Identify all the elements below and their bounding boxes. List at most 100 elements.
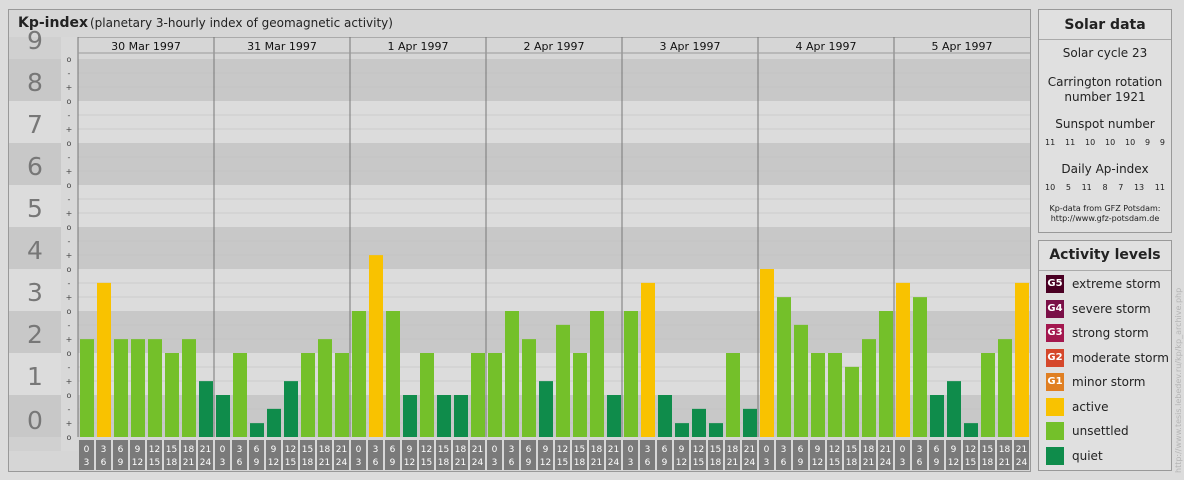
kp-bar bbox=[828, 353, 842, 437]
y-band-label-bg bbox=[9, 101, 61, 143]
sunspot-value: 9 bbox=[1145, 138, 1151, 147]
hour-start-label: 21 bbox=[472, 445, 483, 455]
hour-box bbox=[147, 440, 162, 470]
kp-bar bbox=[692, 408, 706, 437]
hour-box bbox=[606, 440, 621, 470]
legend-label: strong storm bbox=[1072, 326, 1149, 340]
hour-end-label: 9 bbox=[254, 458, 260, 468]
hour-start-label: 0 bbox=[356, 445, 362, 455]
hour-end-label: 12 bbox=[676, 458, 687, 468]
hour-box bbox=[997, 440, 1012, 470]
legend-swatch: G4 bbox=[1046, 299, 1064, 318]
minor-tick-label: o bbox=[67, 139, 72, 148]
hour-end-label: 3 bbox=[492, 458, 498, 468]
kp-bar bbox=[709, 423, 723, 437]
minor-tick-label: - bbox=[68, 153, 71, 162]
hour-box bbox=[436, 440, 451, 470]
hour-start-label: 3 bbox=[101, 445, 107, 455]
hour-start-label: 18 bbox=[591, 445, 603, 455]
hour-end-label: 15 bbox=[285, 458, 296, 468]
source-line-1: Kp-data from GFZ Potsdam: bbox=[1049, 204, 1161, 213]
hour-box bbox=[487, 440, 502, 470]
minor-tick-label: - bbox=[68, 405, 71, 414]
hour-start-label: 18 bbox=[863, 445, 875, 455]
hour-box bbox=[640, 440, 655, 470]
minor-tick-label: - bbox=[68, 195, 71, 204]
y-band-label-bg bbox=[9, 269, 61, 311]
hour-end-label: 9 bbox=[390, 458, 396, 468]
minor-tick-label: - bbox=[68, 69, 71, 78]
sunspot-value: 10 bbox=[1125, 138, 1136, 147]
minor-tick-label: - bbox=[68, 279, 71, 288]
hour-start-label: 12 bbox=[693, 445, 704, 455]
hour-box bbox=[657, 440, 672, 470]
minor-tick-label: + bbox=[66, 335, 73, 344]
hour-box bbox=[555, 440, 570, 470]
minor-tick-label: - bbox=[68, 363, 71, 372]
solar-cycle: Solar cycle 23 bbox=[1062, 46, 1148, 60]
activity-levels-panel: Activity levels G5 extreme storm G4 severe … bbox=[1038, 240, 1172, 471]
hour-start-label: 18 bbox=[183, 445, 195, 455]
kp-bar bbox=[335, 353, 349, 437]
hour-end-label: 15 bbox=[149, 458, 160, 468]
sunspot-value: 9 bbox=[1159, 138, 1165, 147]
hour-end-label: 18 bbox=[438, 458, 450, 468]
kp-bar bbox=[539, 381, 553, 437]
hour-end-label: 3 bbox=[84, 458, 90, 468]
y-tick-label: 0 bbox=[27, 406, 43, 435]
hour-end-label: 9 bbox=[118, 458, 124, 468]
hour-end-label: 18 bbox=[166, 458, 178, 468]
hour-start-label: 6 bbox=[254, 445, 260, 455]
hour-end-label: 21 bbox=[319, 458, 330, 468]
hour-end-label: 18 bbox=[710, 458, 722, 468]
kp-bar bbox=[250, 423, 264, 437]
hour-box bbox=[453, 440, 468, 470]
y-band-label-bg bbox=[9, 185, 61, 227]
legend-label: moderate storm bbox=[1072, 350, 1169, 365]
hour-start-label: 15 bbox=[302, 445, 313, 455]
day-label: 5 Apr 1997 bbox=[931, 40, 992, 53]
ap-value: 8 bbox=[1102, 183, 1108, 192]
minor-tick-label: o bbox=[67, 97, 72, 106]
hour-start-label: 15 bbox=[166, 445, 177, 455]
hour-box bbox=[1014, 440, 1029, 470]
hour-box bbox=[198, 440, 213, 470]
hour-end-label: 3 bbox=[628, 458, 634, 468]
y-tick-label: 1 bbox=[27, 362, 43, 391]
day-label: 1 Apr 1997 bbox=[387, 40, 448, 53]
hour-start-label: 0 bbox=[900, 445, 906, 455]
day-label: 3 Apr 1997 bbox=[659, 40, 720, 53]
minor-tick-label: o bbox=[67, 181, 72, 190]
ap-value: 11 bbox=[1154, 183, 1165, 192]
sunspot-value: 10 bbox=[1105, 138, 1116, 147]
kp-bar bbox=[981, 353, 995, 437]
kp-bar bbox=[437, 395, 451, 437]
hour-end-label: 6 bbox=[781, 458, 787, 468]
legend-label: extreme storm bbox=[1072, 277, 1161, 291]
hour-end-label: 18 bbox=[574, 458, 586, 468]
legend-swatch: G1 bbox=[1046, 373, 1064, 391]
minor-tick-label: o bbox=[67, 307, 72, 316]
legend-label: unsettled bbox=[1072, 424, 1129, 438]
hour-end-label: 6 bbox=[237, 458, 243, 468]
hour-box bbox=[181, 440, 196, 470]
hour-start-label: 9 bbox=[815, 445, 821, 455]
kp-bar bbox=[386, 311, 400, 437]
hour-box bbox=[623, 440, 638, 470]
legend-item: G3 strong storm bbox=[1046, 324, 1170, 342]
hour-start-label: 6 bbox=[798, 445, 804, 455]
y-band-label-bg bbox=[9, 143, 61, 185]
hour-end-label: 3 bbox=[220, 458, 226, 468]
hour-box bbox=[793, 440, 808, 470]
hour-start-label: 9 bbox=[543, 445, 549, 455]
hour-start-label: 15 bbox=[982, 445, 993, 455]
watermark-url: http://www.tesis.lebedev.ru/kp/kp_archiv… bbox=[1174, 287, 1183, 473]
hour-box bbox=[742, 440, 757, 470]
hour-start-label: 15 bbox=[710, 445, 721, 455]
hour-start-label: 6 bbox=[526, 445, 532, 455]
hour-start-label: 21 bbox=[880, 445, 891, 455]
legend-label: active bbox=[1072, 399, 1109, 414]
hour-start-label: 21 bbox=[1016, 445, 1027, 455]
hour-box bbox=[96, 440, 111, 470]
source-link[interactable]: http://www.gfz-potsdam.de bbox=[1050, 214, 1160, 223]
